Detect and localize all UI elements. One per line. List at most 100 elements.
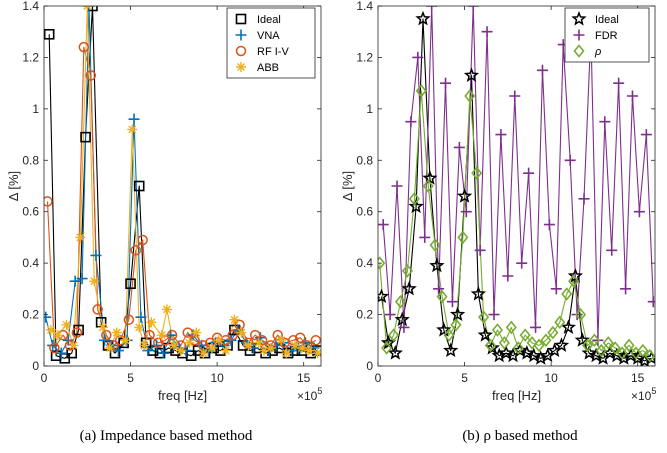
data-point xyxy=(536,64,548,76)
data-point xyxy=(198,348,209,359)
data-point xyxy=(120,335,131,346)
data-point xyxy=(123,314,135,325)
data-point xyxy=(184,337,195,348)
data-point xyxy=(80,131,91,143)
data-point xyxy=(412,51,424,63)
legend-label: FDR xyxy=(595,30,618,42)
data-point xyxy=(592,334,604,346)
data-point xyxy=(258,345,269,356)
data-point xyxy=(640,129,652,141)
data-point xyxy=(109,347,121,359)
data-point xyxy=(606,244,618,256)
x-tick-label: 10 xyxy=(544,371,558,385)
data-point xyxy=(135,311,147,323)
y-tick-label: 0.2 xyxy=(22,308,39,322)
data-point xyxy=(547,325,559,340)
y-tick-label: 0 xyxy=(366,359,373,373)
data-point xyxy=(111,327,122,338)
data-point xyxy=(581,338,594,353)
data-point xyxy=(378,256,386,270)
data-point xyxy=(156,330,167,341)
data-point xyxy=(52,330,63,341)
data-point xyxy=(426,6,438,12)
data-point xyxy=(161,304,172,315)
data-point xyxy=(401,264,413,278)
data-point xyxy=(422,170,438,185)
figure-caption: (a) Impedance based method xyxy=(80,428,253,444)
data-point xyxy=(519,328,531,342)
x-tick-label: 0 xyxy=(375,371,382,385)
data-point xyxy=(68,340,79,351)
data-point xyxy=(471,166,483,180)
y-tick-label: 1.4 xyxy=(356,0,373,13)
y-tick-label: 1 xyxy=(366,102,373,116)
data-point xyxy=(440,77,452,89)
data-point xyxy=(44,28,55,40)
data-point xyxy=(146,317,157,328)
plot-series xyxy=(44,6,321,364)
x-tick-label: 5 xyxy=(461,371,468,385)
y-tick-label: 1 xyxy=(32,102,39,116)
x-tick-label: 0 xyxy=(41,371,48,385)
data-point xyxy=(436,321,452,337)
data-point xyxy=(505,320,517,335)
data-point xyxy=(526,336,538,350)
data-point xyxy=(89,276,100,287)
data-point xyxy=(151,339,163,351)
data-point xyxy=(310,335,321,346)
data-point xyxy=(134,322,145,333)
axes-box xyxy=(377,5,656,367)
data-point xyxy=(623,338,635,353)
data-point xyxy=(512,341,524,355)
data-point xyxy=(234,319,245,331)
legend-label: Ideal xyxy=(595,14,619,26)
plot-series xyxy=(378,6,655,366)
data-point xyxy=(97,322,108,333)
data-point xyxy=(168,340,179,351)
data-point xyxy=(564,154,576,166)
data-point xyxy=(477,327,493,342)
data-point xyxy=(62,334,74,346)
y-tick-label: 0.6 xyxy=(22,205,39,219)
data-point xyxy=(429,238,441,252)
legend-marker xyxy=(235,45,247,57)
data-point xyxy=(571,309,583,321)
y-tick-label: 0 xyxy=(32,359,39,373)
series-line-1 xyxy=(382,6,654,341)
data-point xyxy=(550,283,562,295)
data-point xyxy=(616,346,628,360)
data-point xyxy=(408,192,420,206)
legend-label: RF I-V xyxy=(257,46,289,58)
data-point xyxy=(85,70,96,81)
data-point xyxy=(378,288,390,304)
data-point xyxy=(602,336,614,350)
data-point xyxy=(49,342,60,354)
data-point xyxy=(128,113,140,125)
y-tick-label: 1.2 xyxy=(356,50,373,64)
data-point xyxy=(481,26,493,38)
data-point xyxy=(378,219,389,231)
axes-box xyxy=(43,5,322,367)
data-point xyxy=(243,340,254,351)
legend-label: ρ xyxy=(594,46,601,58)
data-point xyxy=(66,347,77,359)
data-point xyxy=(443,342,459,358)
y-axis-label: Δ [%] xyxy=(340,171,355,201)
data-point xyxy=(253,337,264,348)
data-point xyxy=(613,77,625,89)
data-point xyxy=(391,180,403,192)
y-axis-label: Δ [%] xyxy=(6,171,21,201)
legend: Ideal FDR ρ xyxy=(564,7,650,63)
data-point xyxy=(388,328,400,342)
data-point xyxy=(191,327,202,338)
data-point xyxy=(470,285,487,301)
data-point xyxy=(408,198,424,214)
data-point xyxy=(265,343,276,353)
data-point xyxy=(45,325,56,335)
data-point xyxy=(495,129,507,141)
data-point xyxy=(553,337,570,352)
data-point xyxy=(83,6,95,12)
x-tick-label: 15 xyxy=(297,371,311,385)
data-point xyxy=(92,304,103,315)
